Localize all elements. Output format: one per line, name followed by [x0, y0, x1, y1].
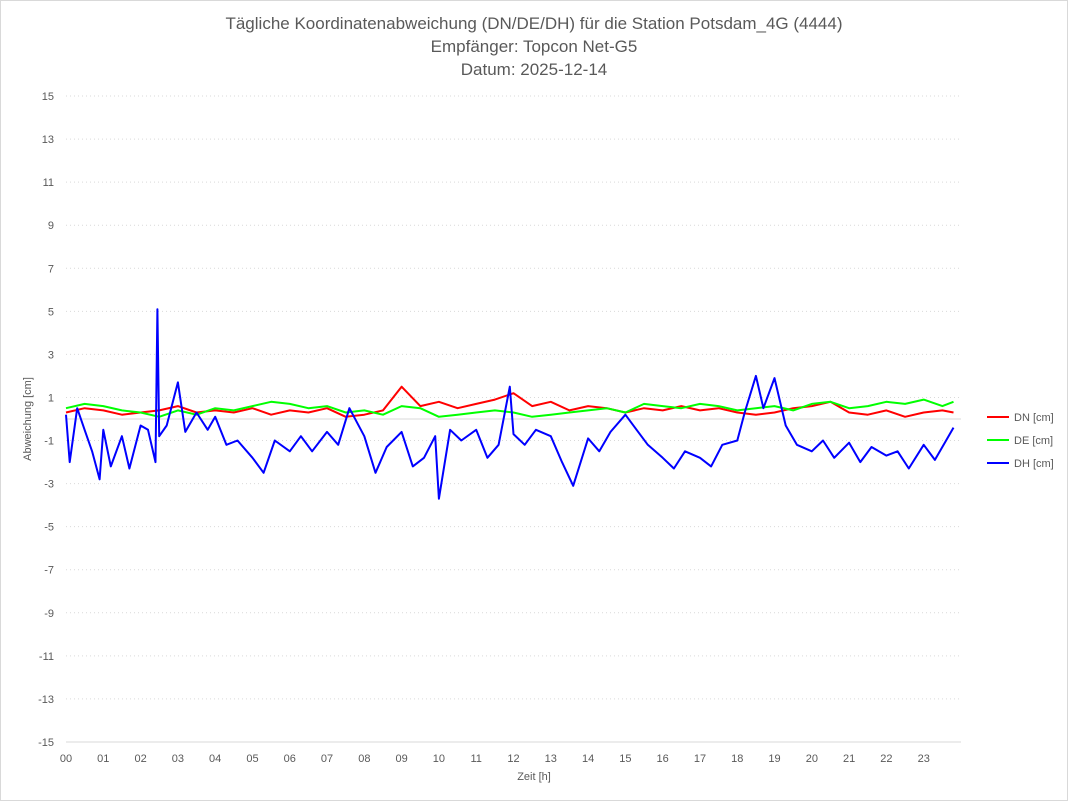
x-tick-label: 14	[582, 753, 594, 765]
x-tick-label: 09	[396, 753, 408, 765]
title-line-2: Empfänger: Topcon Net-G5	[431, 37, 638, 56]
y-tick-label: -15	[38, 737, 54, 749]
x-tick-label: 08	[358, 753, 370, 765]
x-tick-label: 17	[694, 753, 706, 765]
x-tick-label: 20	[806, 753, 818, 765]
legend-label: DE [cm]	[1014, 435, 1053, 447]
x-tick-label: 07	[321, 753, 333, 765]
x-tick-label: 01	[97, 753, 109, 765]
y-tick-label: -3	[44, 479, 54, 491]
y-tick-label: 7	[48, 263, 54, 275]
y-tick-label: 1	[48, 392, 54, 404]
series-lines	[65, 308, 955, 500]
y-axis-ticks: 15 13 11 9 7 5 3 1 -1 -3 -5 -7 -9 -11 -13 -15	[38, 91, 54, 749]
zero-line	[66, 418, 961, 743]
y-tick-label: -5	[44, 522, 54, 534]
x-tick-label: 02	[134, 753, 146, 765]
x-tick-label: 21	[843, 753, 855, 765]
x-tick-label: 00	[60, 753, 72, 765]
y-tick-label: -1	[44, 436, 54, 448]
y-tick-label: 5	[48, 306, 54, 318]
x-axis-label: Zeit [h]	[517, 771, 551, 783]
x-tick-label: 12	[507, 753, 519, 765]
series-line-de	[65, 398, 954, 418]
y-tick-label: 3	[48, 349, 54, 361]
y-tick-label: -11	[39, 651, 54, 663]
x-tick-label: 10	[433, 753, 445, 765]
series-line-dh	[65, 308, 955, 500]
x-tick-label: 03	[172, 753, 184, 765]
legend-label: DN [cm]	[1014, 412, 1054, 424]
y-tick-label: 11	[43, 177, 54, 189]
x-tick-label: 22	[880, 753, 892, 765]
y-tick-label: 9	[48, 220, 54, 232]
series-line-dn	[65, 385, 954, 418]
x-tick-label: 05	[246, 753, 258, 765]
x-tick-label: 16	[657, 753, 669, 765]
x-axis-ticks: 00 01 02 03 04 05 06 07 08 09 10 11 12 13 14 15 16 17 18 19…	[60, 753, 930, 765]
y-tick-label: -9	[44, 608, 54, 620]
x-tick-label: 13	[545, 753, 557, 765]
x-tick-label: 19	[768, 753, 780, 765]
y-tick-label: 13	[42, 134, 54, 146]
chart-title: Tägliche Koordinatenabweichung (DN/DE/DH…	[225, 14, 842, 79]
y-tick-label: -7	[44, 565, 54, 577]
legend: DN [cm] DE [cm] DH [cm]	[987, 412, 1054, 470]
y-axis-label: Abweichung [cm]	[22, 377, 34, 461]
x-tick-label: 23	[918, 753, 930, 765]
y-tick-label: 15	[42, 91, 54, 103]
x-tick-label: 15	[619, 753, 631, 765]
legend-label: DH [cm]	[1014, 458, 1054, 470]
x-tick-label: 04	[209, 753, 221, 765]
x-tick-label: 11	[470, 753, 481, 765]
x-tick-label: 06	[284, 753, 296, 765]
title-line-3: Datum: 2025-12-14	[461, 60, 607, 79]
x-tick-label: 18	[731, 753, 743, 765]
y-tick-label: -13	[38, 694, 54, 706]
title-line-1: Tägliche Koordinatenabweichung (DN/DE/DH…	[225, 14, 842, 33]
